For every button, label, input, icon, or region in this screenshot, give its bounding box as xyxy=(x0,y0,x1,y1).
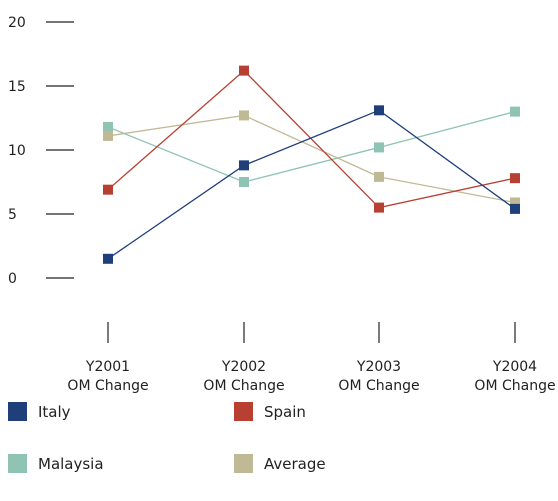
data-point-average xyxy=(103,130,113,141)
series-line-spain xyxy=(107,69,516,209)
x-tick-label-line2: OM Change xyxy=(67,378,148,394)
series-line-average xyxy=(107,114,516,204)
legend-label-average: Average xyxy=(264,454,326,473)
legend-label-malaysia: Malaysia xyxy=(38,454,104,473)
series-line-italy xyxy=(107,109,516,260)
data-point-spain xyxy=(239,65,249,76)
data-point-spain xyxy=(374,202,384,213)
data-point-italy xyxy=(374,105,384,116)
data-point-average xyxy=(374,171,384,182)
data-point-average xyxy=(510,197,520,208)
y-tick-label: 5 xyxy=(8,207,17,223)
legend-label-spain: Spain xyxy=(264,402,306,421)
data-point-italy xyxy=(239,160,249,171)
y-tick-label: 20 xyxy=(8,15,26,31)
series-line-malaysia xyxy=(107,110,516,183)
legend-swatch-spain xyxy=(234,402,253,421)
x-tick-label-line2: OM Change xyxy=(474,378,555,394)
data-point-italy xyxy=(510,203,520,214)
data-point-spain xyxy=(103,184,113,195)
x-tick-label: Y2002 xyxy=(221,359,266,375)
legend-swatch-malaysia xyxy=(8,454,27,473)
legend-item-malaysia: Malaysia xyxy=(8,454,104,473)
data-point-average xyxy=(239,110,249,121)
legend-swatch-average xyxy=(234,454,253,473)
x-tick-label-line2: OM Change xyxy=(338,378,419,394)
y-tick-label: 15 xyxy=(8,79,26,95)
x-tick-label: Y2001 xyxy=(85,359,130,375)
x-tick-label: Y2003 xyxy=(356,359,401,375)
x-tick-label: Y2004 xyxy=(492,359,537,375)
data-point-malaysia xyxy=(374,142,384,153)
legend-item-italy: Italy xyxy=(8,402,71,421)
x-tick-label-line2: OM Change xyxy=(203,378,284,394)
data-point-malaysia xyxy=(103,121,113,132)
data-point-malaysia xyxy=(510,106,520,117)
legend-item-spain: Spain xyxy=(234,402,306,421)
legend-item-average: Average xyxy=(234,454,326,473)
data-point-spain xyxy=(510,173,520,184)
y-tick-label: 0 xyxy=(8,271,17,287)
data-point-italy xyxy=(103,253,113,264)
y-tick-label: 10 xyxy=(8,143,26,159)
legend-label-italy: Italy xyxy=(38,402,71,421)
legend-swatch-italy xyxy=(8,402,27,421)
data-point-malaysia xyxy=(239,177,249,187)
